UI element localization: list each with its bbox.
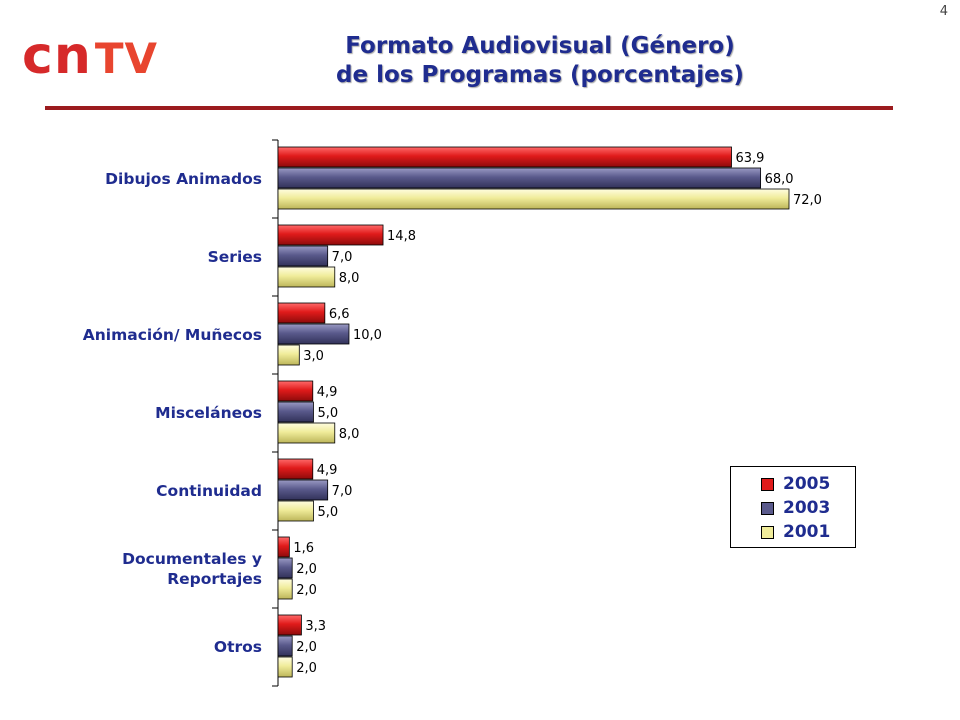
bar-2005	[277, 536, 290, 558]
bar-2003	[277, 323, 350, 345]
bar-2005	[277, 224, 384, 246]
legend-item-2001: 2001	[761, 520, 855, 544]
logo-tv: TV	[94, 34, 158, 83]
data-label-2001: 5,0	[317, 505, 338, 520]
legend-swatch-2001	[761, 525, 774, 539]
bar-2005	[277, 614, 302, 636]
legend-label-2005: 2005	[783, 474, 831, 494]
chart-legend: 2005 2003 2001	[730, 466, 856, 548]
bar-2005	[277, 380, 314, 402]
data-label-2001: 8,0	[339, 271, 360, 286]
data-label-2003: 10,0	[353, 328, 382, 343]
bar-2005	[277, 302, 326, 324]
category-label: Continuidad	[156, 482, 262, 500]
bar-2003	[277, 635, 293, 657]
data-label-2003: 2,0	[296, 640, 317, 655]
data-label-2005: 63,9	[736, 151, 765, 166]
legend-swatch-2005	[761, 477, 774, 491]
data-label-2005: 4,9	[317, 385, 338, 400]
data-label-2005: 4,9	[317, 463, 338, 478]
data-label-2003: 68,0	[765, 172, 794, 187]
title-divider	[45, 106, 893, 110]
bar-2001	[277, 344, 300, 366]
legend-item-2005: 2005	[761, 472, 855, 496]
category-label: Animación/ Muñecos	[83, 326, 262, 344]
data-label-2005: 14,8	[387, 229, 416, 244]
legend-item-2003: 2003	[761, 496, 855, 520]
legend-label-2003: 2003	[783, 498, 831, 518]
category-label: Dibujos Animados	[105, 170, 262, 188]
bar-2001	[277, 188, 790, 210]
bar-2005	[277, 458, 314, 480]
logo-cn: cn	[22, 26, 92, 86]
category-label: Series	[208, 248, 262, 266]
legend-swatch-2003	[761, 501, 774, 515]
bar-2003	[277, 401, 314, 423]
category-label: Reportajes	[167, 570, 262, 588]
bar-2001	[277, 578, 293, 600]
data-label-2003: 5,0	[317, 406, 338, 421]
data-label-2005: 1,6	[293, 541, 314, 556]
page-number: 4	[939, 4, 948, 19]
data-label-2001: 3,0	[303, 349, 324, 364]
bar-2003	[277, 479, 329, 501]
data-label-2001: 72,0	[793, 193, 822, 208]
page-title: Formato Audiovisual (Género) de los Prog…	[250, 32, 830, 90]
cntv-logo: cnTV	[22, 30, 158, 82]
title-line-1: Formato Audiovisual (Género)	[345, 33, 735, 59]
bar-2003	[277, 245, 329, 267]
data-label-2005: 3,3	[305, 619, 326, 634]
data-label-2001: 2,0	[296, 583, 317, 598]
category-label: Otros	[214, 638, 262, 656]
data-label-2003: 2,0	[296, 562, 317, 577]
data-label-2001: 8,0	[339, 427, 360, 442]
bar-2001	[277, 500, 314, 522]
bar-2001	[277, 266, 336, 288]
category-label: Documentales y	[122, 550, 262, 568]
bar-2005	[277, 146, 732, 168]
bar-2001	[277, 422, 336, 444]
bar-2003	[277, 167, 762, 189]
data-label-2005: 6,6	[329, 307, 350, 322]
legend-label-2001: 2001	[783, 522, 831, 542]
data-label-2003: 7,0	[332, 484, 353, 499]
title-line-2: de los Programas (porcentajes)	[336, 62, 744, 88]
bar-2001	[277, 656, 293, 678]
data-label-2003: 7,0	[332, 250, 353, 265]
data-label-2001: 2,0	[296, 661, 317, 676]
category-label: Misceláneos	[155, 404, 262, 422]
bar-2003	[277, 557, 293, 579]
